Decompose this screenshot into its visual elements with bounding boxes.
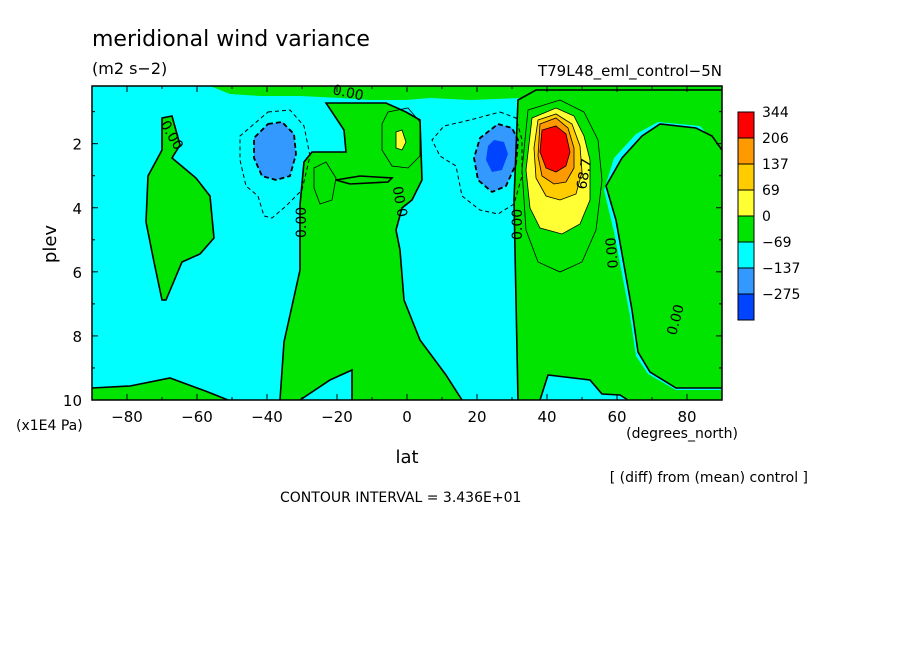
run-label: T79L48_eml_control−5N xyxy=(537,62,722,81)
colorbar-swatch xyxy=(737,267,755,295)
y-axis: 2 4 6 8 10 xyxy=(63,111,722,410)
colorbar-label: 344 xyxy=(762,105,789,121)
contour-label: 0.00 xyxy=(331,82,365,104)
contour-label: 68.7 xyxy=(574,157,595,190)
x-tick-label: 40 xyxy=(537,408,556,426)
x-tick-label: 0 xyxy=(402,408,412,426)
x-tick-label: −80 xyxy=(111,408,143,426)
x-axis-title: lat xyxy=(395,447,418,468)
colorbar-swatch xyxy=(737,241,755,269)
colorbar-swatch xyxy=(737,215,755,243)
x-axis: −80 −60 −40 −20 0 20 40 60 80 xyxy=(91,86,723,426)
colorbar-label: −275 xyxy=(762,287,800,303)
y-axis-title: plev xyxy=(40,225,61,264)
region-center-green xyxy=(280,103,462,400)
negative-strong-contours xyxy=(253,121,519,194)
colorbar-label: 206 xyxy=(762,131,789,147)
x-tick-label: 60 xyxy=(607,408,626,426)
negative-contours xyxy=(239,109,523,219)
contour-field xyxy=(92,86,722,400)
contour-labels: 0.00 0.00 0.00 0.00 0.00 0.00 68.7 0.00 xyxy=(157,82,688,337)
contour-label: 0.00 xyxy=(510,209,526,240)
colorbar-swatch xyxy=(737,163,755,191)
zero-contours xyxy=(92,89,722,400)
chart-title: meridional wind variance xyxy=(92,27,370,52)
diff-note: [ (diff) from (mean) control ] xyxy=(610,470,808,486)
colorbar-label: −69 xyxy=(762,235,792,251)
x-tick-label: 80 xyxy=(677,408,696,426)
y-units-label: (x1E4 Pa) xyxy=(16,418,83,434)
region-low-north-core xyxy=(486,140,508,172)
contour-label: 0.00 xyxy=(664,303,688,337)
y-tick-label: 4 xyxy=(72,200,82,218)
colorbar-swatch xyxy=(737,137,755,165)
region-high-344 xyxy=(540,126,570,172)
region-bottom-left-green xyxy=(92,378,228,400)
colorbar-swatch xyxy=(737,111,755,139)
contour-label: 0.00 xyxy=(603,237,622,269)
contour-label: 0.00 xyxy=(294,207,310,238)
y-tick-label: 2 xyxy=(72,136,82,154)
contour-label: 0.00 xyxy=(391,185,412,218)
colorbar-label: 69 xyxy=(762,183,780,199)
region-low-south xyxy=(254,122,296,180)
y-tick-label: 10 xyxy=(63,392,82,410)
x-tick-label: −40 xyxy=(251,408,283,426)
x-tick-label: −20 xyxy=(321,408,353,426)
y-tick-label: 8 xyxy=(72,328,82,346)
colorbar-swatch xyxy=(737,189,755,217)
x-tick-label: −60 xyxy=(181,408,213,426)
region-left-green xyxy=(146,116,214,300)
colorbar-label: −137 xyxy=(762,261,800,277)
colorbar: 344 206 137 69 0 −69 −137 −275 xyxy=(737,105,800,321)
colorbar-swatch xyxy=(737,293,755,321)
colorbar-label: 0 xyxy=(762,209,771,225)
units-label: (m2 s−2) xyxy=(92,59,167,78)
y-tick-label: 6 xyxy=(72,264,82,282)
contour-interval-label: CONTOUR INTERVAL = 3.436E+01 xyxy=(280,490,521,506)
x-tick-label: 20 xyxy=(467,408,486,426)
colorbar-label: 137 xyxy=(762,157,789,173)
positive-contours xyxy=(313,99,603,273)
x-units-label: (degrees_north) xyxy=(626,426,738,442)
